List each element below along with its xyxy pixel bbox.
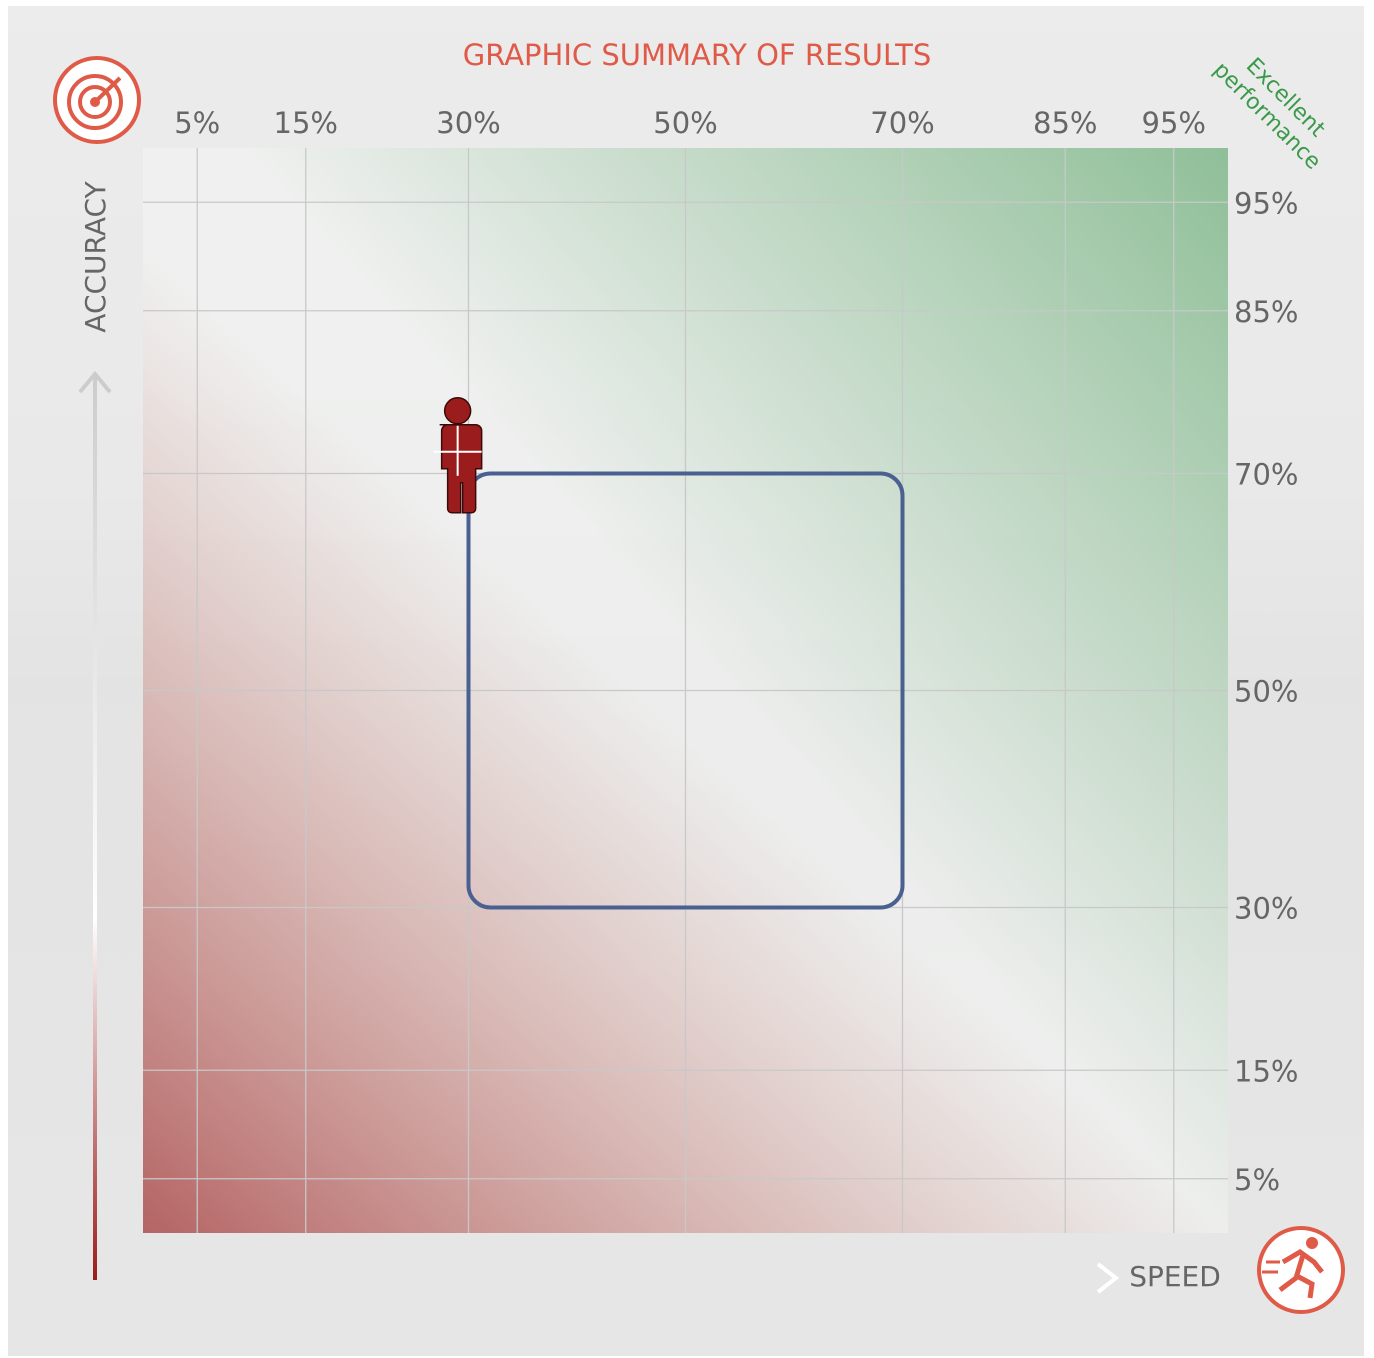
person-head — [445, 398, 471, 424]
x-tick-label: 5% — [174, 106, 220, 140]
y-tick-label: 30% — [1234, 892, 1298, 926]
x-axis-label: SPEED — [1129, 1260, 1221, 1293]
chart-title: GRAPHIC SUMMARY OF RESULTS — [463, 38, 931, 72]
y-axis-arrow — [93, 375, 97, 1280]
x-tick-label: 15% — [274, 106, 338, 140]
y-tick-label: 85% — [1234, 295, 1298, 329]
x-tick-label: 85% — [1033, 106, 1097, 140]
y-axis-label: ACCURACY — [79, 180, 112, 332]
x-tick-label: 95% — [1142, 106, 1206, 140]
y-tick-label: 15% — [1234, 1054, 1298, 1088]
y-tick-label: 95% — [1234, 186, 1298, 220]
runner-icon — [1259, 1228, 1343, 1312]
grid — [143, 148, 1228, 1233]
x-tick-label: 50% — [653, 106, 717, 140]
chart: GRAPHIC SUMMARY OF RESULTS SPEED ACCURAC… — [0, 0, 1374, 1358]
target-icon — [55, 58, 139, 142]
y-tick-label: 50% — [1234, 675, 1298, 709]
x-tick-label: 70% — [870, 106, 934, 140]
x-tick-label: 30% — [436, 106, 500, 140]
y-tick-label: 5% — [1234, 1163, 1280, 1197]
y-tick-label: 70% — [1234, 458, 1298, 492]
